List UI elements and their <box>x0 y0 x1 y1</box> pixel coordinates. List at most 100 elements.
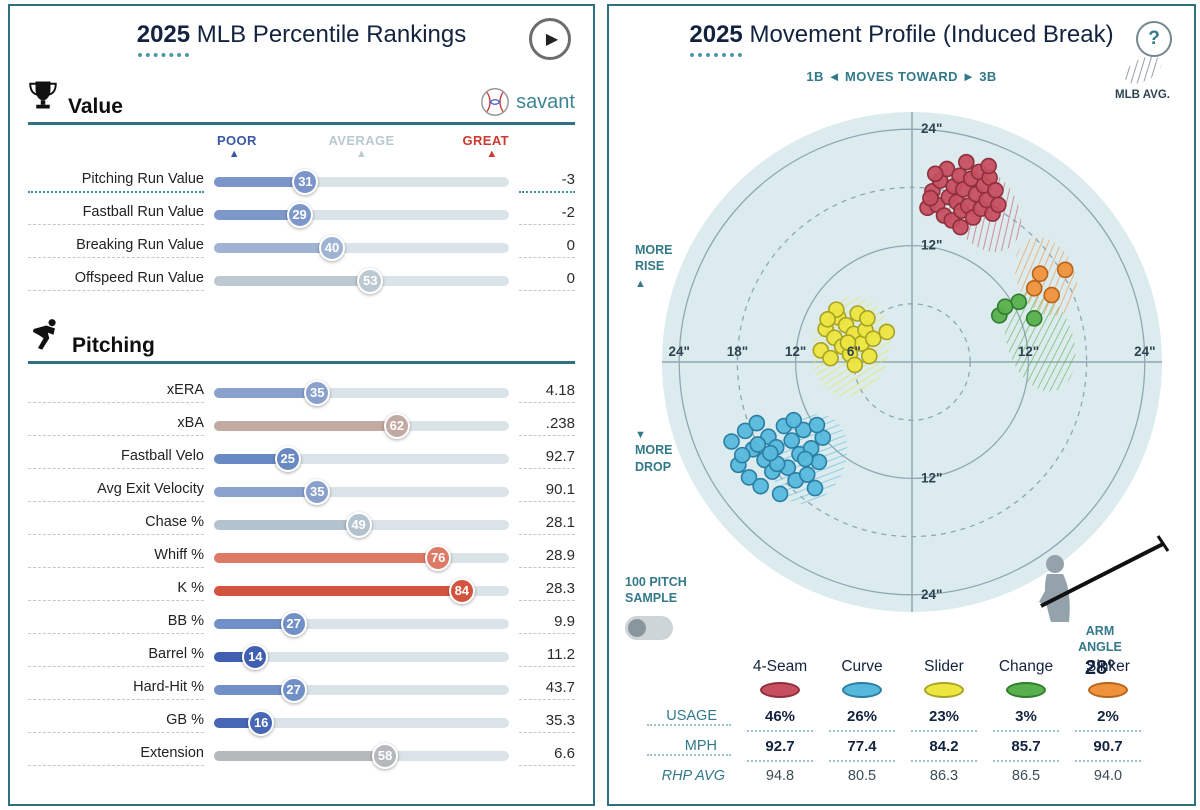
stat-value: 28.9 <box>519 547 575 568</box>
pitch-point-Slider[interactable] <box>861 347 878 365</box>
percentile-row[interactable]: Barrel % 14 11.2 <box>28 640 575 673</box>
percentile-bar[interactable]: 49 <box>214 511 509 538</box>
pitch-point-Slider[interactable] <box>878 323 896 341</box>
percentile-row[interactable]: BB % 27 9.9 <box>28 607 575 640</box>
percentile-bar[interactable]: 35 <box>214 478 509 505</box>
scale-label-poor: POOR <box>216 133 257 148</box>
percentile-row[interactable]: Breaking Run Value 40 0 <box>28 231 575 264</box>
bar-fill <box>214 242 332 253</box>
arm-angle-figure <box>1039 535 1170 622</box>
percentile-bubble: 84 <box>448 577 475 604</box>
mph-row-label: MPH <box>647 738 731 756</box>
pitch-point-Sinker[interactable] <box>1043 286 1060 304</box>
pitch-point-Sinker[interactable] <box>1031 265 1049 283</box>
bar-fill <box>214 486 318 497</box>
rhp-avg-value: 86.5 <box>1011 768 1041 784</box>
pitch-point-4-Seam[interactable] <box>990 196 1007 214</box>
bar-fill <box>214 618 294 629</box>
percentile-bar[interactable]: 31 <box>214 168 509 195</box>
percentile-row[interactable]: Fastball Velo 25 92.7 <box>28 442 575 475</box>
percentile-bar[interactable]: 27 <box>214 610 509 637</box>
pitch-point-Slider[interactable] <box>846 356 864 374</box>
movement-plot[interactable]: 24" 18" 12" 6" 12" 24" 24" 12" 12" 24" <box>609 86 1198 652</box>
percentile-bar[interactable]: 76 <box>214 544 509 571</box>
pitching-section-title: Pitching <box>72 334 155 357</box>
pitch-point-Curve[interactable] <box>808 416 826 434</box>
usage-value: 23% <box>911 702 977 732</box>
pitch-sample-toggle[interactable] <box>625 615 673 640</box>
percentile-bar[interactable]: 58 <box>214 742 509 769</box>
percentile-row[interactable]: Offspeed Run Value 53 0 <box>28 264 575 297</box>
pitch-point-4-Seam[interactable] <box>922 189 939 207</box>
bar-fill <box>214 176 306 187</box>
pitch-point-Curve[interactable] <box>783 432 801 449</box>
percentile-bar[interactable]: 40 <box>214 234 509 261</box>
percentile-bar[interactable]: 14 <box>214 643 509 670</box>
percentile-bar[interactable]: 62 <box>214 412 509 439</box>
pitch-point-Sinker[interactable] <box>1056 261 1074 279</box>
pitch-point-Change[interactable] <box>1025 310 1043 327</box>
pitch-point-4-Seam[interactable] <box>987 182 1004 199</box>
percentile-row[interactable]: K % 84 28.3 <box>28 574 575 607</box>
pitch-point-Curve[interactable] <box>749 436 767 453</box>
pitch-point-Curve[interactable] <box>810 453 828 471</box>
pitch-point-Change[interactable] <box>1010 293 1028 311</box>
percentile-row[interactable]: Fastball Run Value 29 -2 <box>28 198 575 231</box>
play-button[interactable]: ▶ <box>529 18 571 60</box>
pitch-point-Change[interactable] <box>996 298 1014 316</box>
bar-track <box>214 618 509 629</box>
percentile-bar[interactable]: 29 <box>214 201 509 228</box>
percentile-row[interactable]: Avg Exit Velocity 35 90.1 <box>28 475 575 508</box>
pitch-point-4-Seam[interactable] <box>980 157 997 175</box>
bar-fill <box>214 585 462 596</box>
pitch-point-Curve[interactable] <box>762 444 779 462</box>
help-button[interactable]: ? <box>1136 21 1172 57</box>
pitch-point-Curve[interactable] <box>785 411 802 429</box>
percentile-row[interactable]: xBA 62 .238 <box>28 409 575 442</box>
percentile-bar[interactable]: 84 <box>214 577 509 604</box>
scale-label-great: GREAT <box>462 133 509 148</box>
pitch-point-Curve[interactable] <box>752 477 769 495</box>
percentile-row[interactable]: Pitching Run Value 31 -3 <box>28 165 575 198</box>
savant-logo[interactable]: savant <box>480 87 575 117</box>
pitch-point-Curve[interactable] <box>733 446 751 464</box>
bar-track <box>214 209 509 220</box>
pitch-point-Curve[interactable] <box>748 414 766 432</box>
stat-label: Hard-Hit % <box>28 679 204 700</box>
stat-value: .238 <box>519 415 575 436</box>
pitch-point-4-Seam[interactable] <box>952 218 969 236</box>
percentile-bar[interactable]: 35 <box>214 379 509 406</box>
pitch-swatch-cell <box>985 678 1067 702</box>
pitch-point-Curve[interactable] <box>798 466 816 483</box>
percentile-row[interactable]: xERA 35 4.18 <box>28 376 575 409</box>
pitch-point-Slider[interactable] <box>839 334 857 351</box>
pitch-point-Slider[interactable] <box>859 310 876 327</box>
percentile-row[interactable]: Extension 58 6.6 <box>28 739 575 772</box>
percentile-row[interactable]: Whiff % 76 28.9 <box>28 541 575 574</box>
pitch-swatch-cell <box>903 678 985 702</box>
pitch-point-Curve[interactable] <box>806 479 824 497</box>
pitch-point-Slider[interactable] <box>819 311 836 328</box>
pitch-point-Curve[interactable] <box>736 422 754 440</box>
pitch-point-Curve[interactable] <box>723 433 740 450</box>
pitch-point-Slider[interactable] <box>864 330 882 348</box>
pitch-point-Sinker[interactable] <box>1025 279 1043 297</box>
pitch-point-Slider[interactable] <box>822 349 839 367</box>
mlb-avg-label: MLB AVG. <box>1115 88 1170 101</box>
percentile-bar[interactable]: 53 <box>214 267 509 294</box>
pitch-point-4-Seam[interactable] <box>958 153 975 171</box>
bar-track <box>214 176 509 187</box>
percentile-row[interactable]: Chase % 49 28.1 <box>28 508 575 541</box>
pitch-point-Curve[interactable] <box>740 469 758 486</box>
percentile-row[interactable]: Hard-Hit % 27 43.7 <box>28 673 575 706</box>
percentile-bubble: 35 <box>304 379 331 406</box>
percentile-bar[interactable]: 27 <box>214 676 509 703</box>
percentile-bar[interactable]: 25 <box>214 445 509 472</box>
title-text: MLB Percentile Rankings <box>190 21 467 48</box>
pitch-point-Curve[interactable] <box>771 485 789 503</box>
percentile-row[interactable]: GB % 16 35.3 <box>28 706 575 739</box>
right-panel-title: 2025 Movement Profile (Induced Break) ? <box>609 6 1194 64</box>
pitch-point-Curve[interactable] <box>797 450 814 468</box>
percentile-bar[interactable]: 16 <box>214 709 509 736</box>
pitch-point-4-Seam[interactable] <box>926 165 944 183</box>
